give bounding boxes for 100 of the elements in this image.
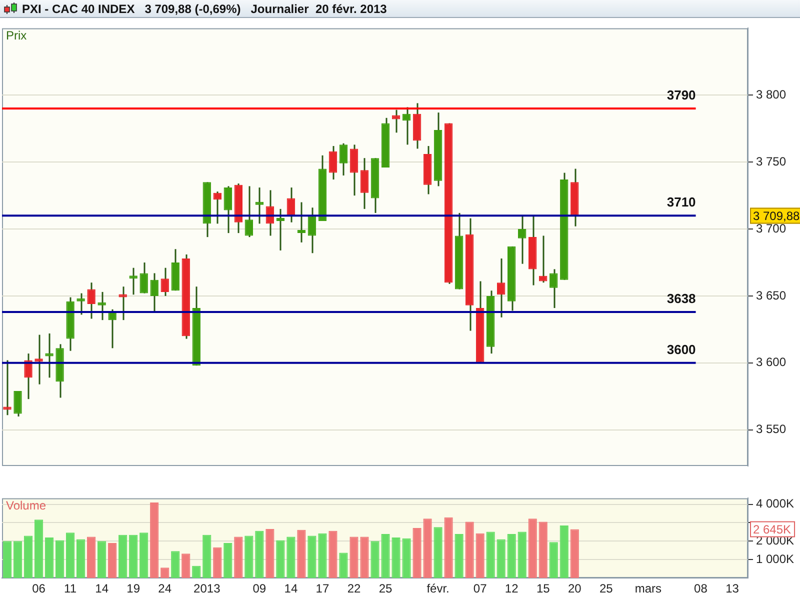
candlestick [339,142,348,176]
bar [318,533,327,578]
x-tick-label: 14 [284,582,298,596]
bar [381,534,390,578]
ref-line-label: 3638 [666,291,696,306]
candlestick [276,208,285,252]
x-tick-label: 06 [32,582,46,596]
annotation: Volume [6,498,46,513]
candlestick [213,190,222,224]
candlestick [224,185,232,234]
bar [560,525,568,578]
x-tick-label: 24 [158,582,172,596]
candlestick [108,308,116,349]
bar [140,532,148,578]
bar [276,540,285,578]
bar [108,542,117,578]
bar [34,520,44,578]
bar [66,532,75,578]
y-tick-label: 3 700 [756,221,786,236]
bar [224,542,232,578]
text: 3 709,88 [753,209,800,224]
candlestick [255,186,264,224]
candlestick [360,157,369,210]
candlestick [87,282,96,320]
candlestick [160,267,169,297]
x-tick-label: 25 [378,582,392,596]
bar [118,534,128,578]
x-tick-label: 11 [64,582,77,596]
bar [423,518,432,578]
y-tick-label: 3 600 [756,355,786,370]
candlestick [496,258,506,318]
candlestick [140,262,148,294]
ref-line-label: 3600 [666,342,696,357]
bar [486,532,495,578]
bar [297,530,306,578]
annotation: Prix [6,28,27,43]
bar [476,533,484,578]
bar [518,532,526,578]
bar [171,551,180,578]
x-tick-label: 14 [95,582,109,596]
x-tick-label: 20 [568,582,582,596]
x-tick-label: 09 [252,582,266,596]
candlestick [129,267,138,296]
x-tick-label: 13 [726,582,740,596]
bar [444,517,453,578]
x-tick-label: 17 [316,582,330,596]
bar [234,536,243,578]
candlestick [244,185,254,238]
candlestick [118,286,127,321]
candlestick [286,186,296,224]
bar [13,541,22,578]
bar [202,534,212,578]
x-tick-label: mars [634,582,662,596]
candlestick [550,268,558,309]
candlestick [45,332,54,378]
candlestick [76,292,85,316]
bar [339,552,348,578]
bar [538,522,548,578]
bar [286,536,296,578]
bar [360,536,369,578]
y-tick-label: 3 800 [756,87,786,102]
ref-line-label: 3790 [666,88,696,103]
y-tick-label: 3 650 [756,288,786,302]
bar [129,534,138,578]
candlestick [518,214,526,265]
candlestick [392,109,400,134]
bar [454,534,464,578]
bar [308,536,316,578]
candlestick [34,334,43,386]
bar [2,541,12,578]
bar [55,540,64,578]
candlestick [297,202,306,244]
bar [528,518,537,578]
bar [76,539,86,578]
bar [370,541,380,578]
bar [87,536,96,578]
y-tick-label: 3 550 [756,422,786,436]
ref-line-label: 3710 [666,194,696,210]
bar [150,502,159,578]
bar [350,536,358,578]
bar [392,537,400,578]
candlestick [150,272,158,313]
bar [434,527,442,578]
x-tick-label: 08 [694,582,708,596]
x-tick-label: 12 [504,582,519,596]
candlestick [350,144,358,196]
bar [98,541,106,578]
candlestick [402,106,411,146]
candlestick [308,206,316,254]
y-tick-label: 4 000K [756,496,794,511]
bar [496,539,506,578]
candlestick [328,145,338,180]
bar [244,536,254,578]
bar [549,542,558,578]
x-tick-label: 2013 [194,582,221,596]
bar [507,534,516,578]
bar [255,530,264,578]
bar [266,528,274,578]
candlestick [98,291,106,321]
x-tick-label: 15 [536,582,550,596]
